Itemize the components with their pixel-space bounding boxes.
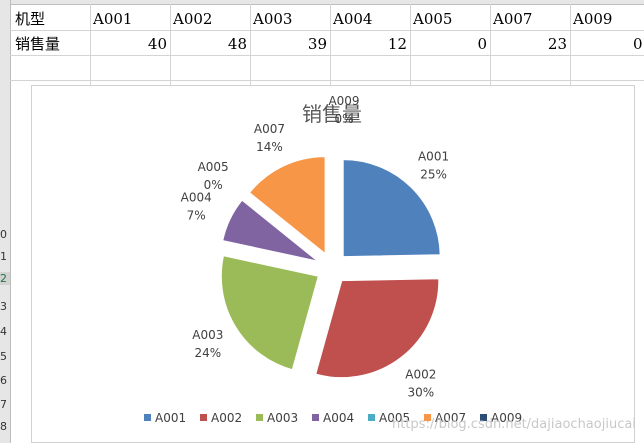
grid-line [10,55,644,56]
pie-chart[interactable]: 销售量 A001 25% A002 30% A003 24% A004 7% A005 0% A00… [31,85,635,443]
column-header-strip [0,0,644,5]
legend-swatch [256,414,263,421]
cell-value[interactable]: 0 [477,35,487,53]
grid-line [170,4,171,85]
row-number[interactable]: 8 [0,420,7,433]
row-number[interactable]: 1 [0,250,7,263]
pie-slice-a003[interactable] [220,255,319,371]
row-number[interactable]: 6 [0,374,7,387]
pie-slice-a001[interactable] [342,159,441,258]
slice-label-percent: 0% [334,112,353,126]
slice-label-category: A002 [405,368,436,382]
legend-swatch [144,414,151,421]
row-number[interactable]: 7 [0,398,7,411]
row-number[interactable]: 3 [0,300,7,313]
cell-col-header[interactable]: A003 [253,10,293,28]
legend-swatch [424,414,431,421]
cell-col-header[interactable]: A009 [573,10,613,28]
cell-sales-label[interactable]: 销售量 [15,35,61,53]
slice-label-percent: 7% [187,208,206,222]
grid-line [410,4,411,85]
row-header-strip [0,0,11,443]
cell-value[interactable]: 48 [227,35,247,53]
grid-line [490,4,491,85]
legend-label[interactable]: A001 [155,411,186,425]
cell-value[interactable]: 40 [147,35,167,53]
slice-label-percent: 0% [204,178,223,192]
legend-swatch [368,414,375,421]
legend-swatch [200,414,207,421]
slice-label-category: A003 [192,328,223,342]
slice-label-category: A009 [328,94,359,108]
cell-col-header[interactable]: A005 [413,10,453,28]
slice-label-category: A001 [418,149,449,163]
chart-title: 销售量 [302,102,362,126]
legend-label[interactable]: A003 [267,411,298,425]
slice-label-percent: 30% [407,386,434,400]
legend-swatch [480,414,487,421]
grid-line [10,30,644,31]
slice-label-percent: 24% [195,346,222,360]
slice-label-percent: 25% [420,167,447,181]
slice-label-category: A005 [198,160,229,174]
cell-value[interactable]: 23 [547,35,567,53]
pie-slice-a002[interactable] [315,278,440,379]
legend-label[interactable]: A007 [435,411,466,425]
legend-label[interactable]: A004 [323,411,354,425]
cell-col-header[interactable]: A002 [173,10,213,28]
legend-swatch [312,414,319,421]
pie-slice-a007[interactable] [248,156,326,255]
row-number[interactable]: 4 [0,325,7,338]
legend-label[interactable]: A002 [211,411,242,425]
cell-value[interactable]: 0 [633,35,643,53]
watermark: https://blog.csdn.net/dajiaochaojiucai [392,417,636,432]
cell-col-header[interactable]: A004 [333,10,373,28]
grid-line [330,4,331,85]
slice-label-percent: 14% [256,140,283,154]
cell-col-header[interactable]: A007 [493,10,533,28]
cell-col-header[interactable]: A001 [93,10,133,28]
row-number[interactable]: 0 [0,228,7,241]
legend-label[interactable]: A009 [491,411,522,425]
grid-line [570,4,571,85]
grid-line [90,4,91,85]
slice-label-category: A004 [181,190,212,204]
pie-slice-a004[interactable] [222,199,318,262]
row-number[interactable]: 5 [0,350,7,363]
grid-line [10,80,644,81]
cell-model-label[interactable]: 机型 [15,10,46,28]
pie-chart-svg: 销售量 A00125%A00230%A00324%A0047%A0050%A00… [144,94,522,425]
slice-label-category: A007 [254,122,285,136]
legend-label[interactable]: A005 [379,411,410,425]
row-number[interactable]: 2 [0,272,10,285]
cell-value[interactable]: 12 [387,35,407,53]
cell-value[interactable]: 39 [307,35,327,53]
grid-line [250,4,251,85]
